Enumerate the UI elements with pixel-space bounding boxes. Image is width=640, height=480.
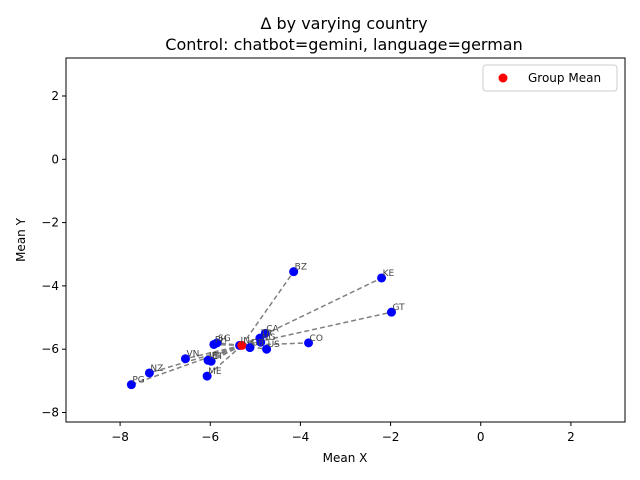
point-label-gb: GB — [251, 339, 264, 349]
point-us — [262, 344, 272, 354]
y-tick-label: −4 — [41, 279, 59, 293]
y-tick-label: −6 — [41, 342, 59, 356]
point-co — [304, 338, 314, 348]
connector-line-pg — [131, 344, 243, 386]
point-label-in: IN — [241, 336, 250, 346]
point-label-tr: TR — [260, 329, 273, 339]
x-axis-ticks: −8 −6 −4 −2 0 2 — [111, 422, 575, 444]
point-bz — [289, 267, 299, 277]
x-tick-label: −6 — [201, 430, 219, 444]
point-label-bz: BZ — [295, 263, 307, 273]
point-nz — [144, 368, 154, 378]
x-tick-label: 0 — [477, 430, 485, 444]
connector-line-bz — [241, 271, 295, 346]
point-label-ke: KE — [383, 269, 395, 279]
point-label-nz: NZ — [150, 364, 163, 374]
point-label-pg: PG — [132, 376, 144, 386]
legend: Group Mean — [482, 64, 618, 92]
x-axis-label: Mean X — [323, 451, 368, 465]
point-ke — [377, 273, 387, 283]
y-tick-label: −8 — [41, 406, 59, 420]
point-gt — [386, 307, 396, 317]
plot-frame — [65, 57, 626, 423]
connector-line-nz — [149, 344, 243, 374]
y-tick-label: 0 — [51, 152, 59, 166]
connector-line-et — [210, 344, 243, 362]
point-ng — [256, 337, 266, 347]
x-tick-label: −8 — [111, 430, 129, 444]
connector-line-gt — [241, 311, 392, 347]
x-tick-label: 2 — [567, 430, 575, 444]
chart-title-line2: Control: chatbot=gemini, language=german — [165, 35, 522, 54]
point-label-ie: IE — [209, 351, 218, 361]
y-tick-label: 2 — [51, 89, 59, 103]
point-label-et: ET — [212, 352, 224, 362]
point-label-ng: NG — [262, 333, 276, 343]
point-label-ph: PH — [215, 335, 227, 345]
point-label-me: ME — [208, 367, 222, 377]
point-et — [206, 356, 216, 366]
point-pg — [126, 380, 136, 390]
legend-box — [482, 64, 618, 92]
point-label-gt: GT — [392, 303, 405, 313]
chart-title-line1: Δ by varying country — [260, 14, 427, 33]
point-label-sg: SG — [218, 334, 231, 344]
point-ph — [209, 339, 219, 349]
point-gb — [245, 343, 255, 353]
point-label-vn: VN — [186, 350, 199, 360]
connector-line-ie — [207, 344, 243, 361]
legend-mean-label: Group Mean — [528, 71, 601, 85]
group-mean-point — [237, 340, 247, 350]
x-tick-label: −2 — [382, 430, 400, 444]
y-axis-label: Mean Y — [14, 217, 28, 262]
plot-area — [66, 58, 625, 422]
point-vn — [180, 354, 190, 364]
point-label-ca: CA — [266, 324, 279, 334]
x-tick-label: −4 — [292, 430, 310, 444]
point-label-co: CO — [310, 334, 323, 344]
point-me — [202, 371, 212, 381]
legend-mean-marker — [498, 73, 508, 83]
y-axis-ticks: −8 −6 −4 −2 0 2 — [41, 89, 66, 420]
data-points — [126, 267, 396, 390]
y-tick-label: −2 — [41, 216, 59, 230]
point-label-us: US — [268, 340, 281, 350]
